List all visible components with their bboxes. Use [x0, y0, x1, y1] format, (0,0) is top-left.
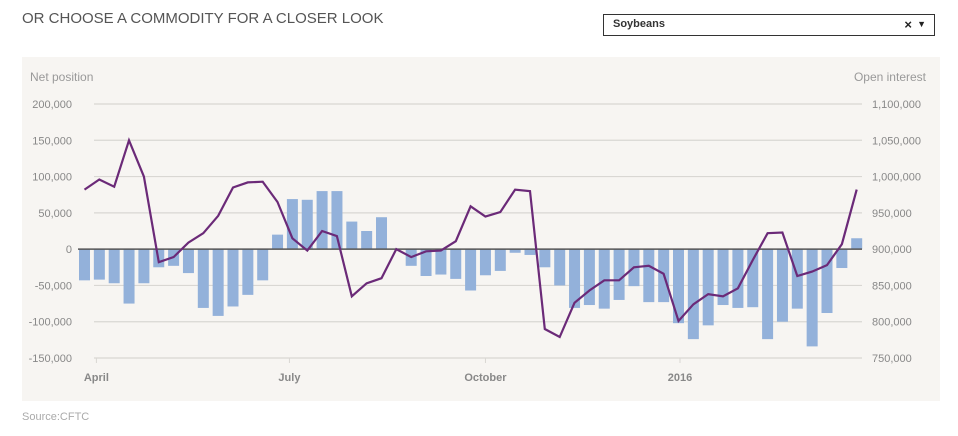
left-tick-label: -150,000 — [29, 353, 72, 365]
net-position-bar — [583, 249, 595, 306]
net-position-bar — [93, 249, 105, 280]
net-position-bar — [569, 249, 581, 308]
open-interest-line — [83, 137, 858, 339]
left-tick-label: -100,000 — [29, 317, 72, 329]
combo-chart: Net position Open interest 200,000 150,00… — [29, 70, 927, 384]
left-tick-label: 150,000 — [32, 135, 72, 147]
net-position-bar — [257, 249, 269, 281]
net-position-bar — [643, 249, 655, 303]
net-position-bar — [479, 249, 491, 276]
left-tick-label: -50,000 — [35, 280, 72, 292]
x-tick-label: October — [464, 372, 507, 384]
net-position-bar — [227, 249, 239, 307]
net-position-bar — [687, 249, 699, 340]
net-position-bar — [212, 249, 224, 316]
net-position-bar — [702, 249, 714, 326]
net-position-bar — [598, 249, 610, 309]
net-position-bar — [791, 249, 803, 309]
net-position-bar — [123, 249, 135, 304]
net-position-bar — [554, 249, 566, 286]
net-position-bar — [435, 249, 447, 275]
chevron-down-icon[interactable]: ▼ — [917, 19, 926, 29]
right-tick-label: 850,000 — [872, 280, 912, 292]
source-note: Source:CFTC — [22, 411, 90, 423]
net-position-bar — [182, 249, 194, 274]
net-position-bar — [465, 249, 477, 291]
right-tick-label: 800,000 — [872, 317, 912, 329]
left-tick-label: 200,000 — [32, 99, 72, 111]
net-position-bar — [836, 249, 848, 269]
right-tick-label: 1,100,000 — [872, 99, 921, 111]
clear-icon[interactable]: × — [904, 17, 912, 32]
net-position-bar — [613, 249, 625, 300]
net-position-bar — [79, 249, 90, 281]
net-position-bar — [821, 249, 833, 314]
net-position-bar — [747, 249, 759, 308]
net-position-bar — [673, 249, 684, 324]
net-position-bar — [301, 199, 313, 250]
net-position-bar — [524, 249, 536, 255]
commodity-select-value: Soybeans — [613, 18, 665, 30]
right-tick-label: 1,050,000 — [872, 135, 921, 147]
right-tick-label: 750,000 — [872, 353, 912, 365]
net-position-bar — [732, 249, 744, 308]
net-position-bar — [539, 249, 551, 268]
net-position-bar — [361, 231, 373, 250]
net-position-bar — [509, 249, 521, 253]
net-position-bar — [376, 217, 387, 250]
net-position-bar — [776, 249, 788, 322]
x-tick-label: April — [84, 372, 109, 384]
net-position-bar — [331, 191, 343, 250]
net-position-bar — [286, 199, 298, 250]
left-tick-label: 50,000 — [38, 208, 72, 220]
right-tick-label: 900,000 — [872, 244, 912, 256]
net-position-bar — [242, 249, 254, 295]
right-tick-label: 950,000 — [872, 208, 912, 220]
net-position-bar — [494, 249, 506, 271]
net-position-bar — [762, 249, 774, 340]
net-position-bar — [420, 249, 432, 276]
x-tick-label: July — [278, 372, 301, 384]
chart-panel: Net position Open interest 200,000 150,00… — [22, 57, 940, 401]
section-heading: OR CHOOSE A COMMODITY FOR A CLOSER LOOK — [22, 10, 384, 27]
left-tick-label: 0 — [66, 244, 72, 256]
net-position-bar — [197, 249, 209, 308]
commodity-select[interactable]: Soybeans × ▼ — [603, 14, 935, 36]
left-tick-label: 100,000 — [32, 172, 72, 184]
right-tick-label: 1,000,000 — [872, 172, 921, 184]
left-axis-title: Net position — [30, 70, 93, 84]
net-position-bar — [346, 221, 358, 250]
x-tick-label: 2016 — [668, 372, 692, 384]
net-position-bar — [272, 234, 284, 250]
net-position-bar — [108, 249, 120, 284]
right-axis-title: Open interest — [854, 70, 927, 84]
net-position-bar — [806, 249, 818, 347]
net-position-bar — [450, 249, 462, 279]
net-position-bar — [717, 249, 729, 306]
net-position-bar — [851, 238, 863, 250]
net-position-bar — [316, 191, 328, 250]
net-position-bar — [138, 249, 150, 284]
